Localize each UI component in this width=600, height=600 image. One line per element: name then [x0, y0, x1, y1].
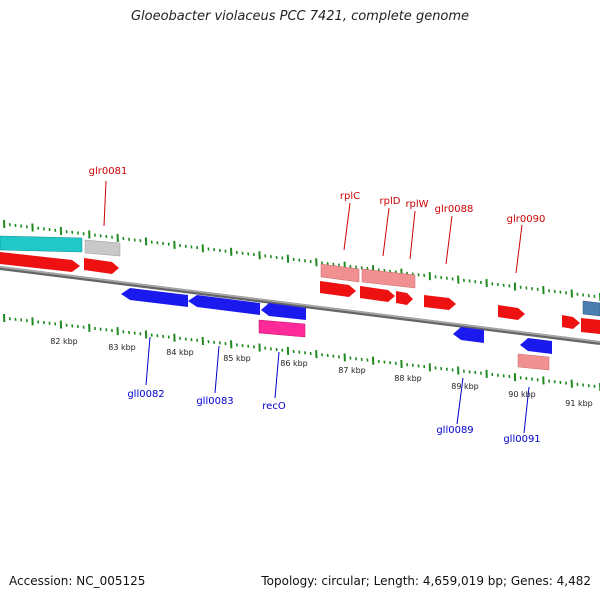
gray-feature	[84, 239, 121, 257]
lower-tick-track	[3, 313, 600, 392]
forward-cds	[0, 252, 80, 272]
kbp-labels: 82 kbp 83 kbp 84 kbp 85 kbp 86 kbp 87 kb…	[50, 337, 593, 408]
forward-cds	[424, 295, 456, 310]
forward-cds	[320, 281, 356, 297]
gene-label-gll0091: gll0091	[503, 434, 540, 445]
page-title: Gloeobacter violaceus PCC 7421, complete…	[130, 9, 470, 24]
gene-label-glr0088: glr0088	[435, 204, 474, 215]
gene-label-gll0083: gll0083	[196, 396, 233, 407]
gene-label-gll0089: gll0089	[436, 425, 473, 436]
gene-label-glr0081: glr0081	[89, 166, 128, 177]
leader-lines	[103, 180, 530, 434]
rrna-feature-rplD	[361, 268, 416, 289]
leader-rplW	[409, 210, 416, 260]
forward-cds	[360, 286, 395, 302]
leader-gll0083	[214, 345, 220, 394]
kbp-label: 87 kbp	[338, 366, 366, 375]
forward-cds	[396, 291, 413, 305]
reverse-cds	[188, 295, 260, 315]
feature-row-lower-inner	[258, 319, 550, 371]
gene-label-rplD: rplD	[380, 196, 401, 207]
leader-glr0088	[445, 215, 453, 265]
forward-cds	[498, 305, 525, 320]
leader-rplC	[343, 202, 351, 251]
forward-cds-row	[0, 252, 600, 334]
leader-gll0091	[523, 386, 530, 434]
forward-cds	[84, 258, 119, 274]
genome-backbone-highlight	[0, 266, 600, 343]
forward-cds	[581, 318, 600, 334]
rrna-feature-rplC	[320, 263, 360, 283]
gene-label-glr0090: glr0090	[507, 214, 546, 225]
steelblue-feature	[582, 300, 600, 317]
cyan-feature	[0, 235, 83, 253]
kbp-label: 90 kbp	[508, 390, 536, 399]
leader-glr0090	[515, 224, 523, 274]
kbp-label: 88 kbp	[394, 374, 422, 383]
leader-recO	[274, 351, 280, 399]
leader-glr0081	[103, 180, 107, 227]
leader-gll0089	[456, 377, 464, 425]
kbp-label: 89 kbp	[451, 382, 479, 391]
trna-feature-recO	[258, 319, 306, 338]
kbp-label: 83 kbp	[108, 343, 136, 352]
gene-label-gll0082: gll0082	[127, 389, 164, 400]
reverse-cds	[453, 327, 484, 343]
leader-rplD	[382, 207, 390, 257]
kbp-label: 82 kbp	[50, 337, 78, 346]
gene-label-rplC: rplC	[340, 191, 360, 202]
forward-cds	[562, 315, 580, 329]
genome-backbone	[0, 266, 600, 345]
gene-label-recO: recO	[262, 401, 286, 412]
gene-label-rplW: rplW	[405, 199, 428, 210]
kbp-label: 91 kbp	[565, 399, 593, 408]
kbp-label: 86 kbp	[280, 359, 308, 368]
accession-label: Accession: NC_005125	[9, 574, 146, 588]
rrna-feature	[517, 353, 550, 371]
kbp-label: 84 kbp	[166, 348, 194, 357]
kbp-label: 85 kbp	[223, 354, 251, 363]
reverse-cds	[121, 288, 188, 307]
reverse-cds	[261, 303, 306, 320]
reverse-cds-row	[121, 288, 552, 354]
reverse-cds	[520, 338, 552, 354]
genome-stats-label: Topology: circular; Length: 4,659,019 bp…	[261, 574, 591, 588]
leader-gll0082	[145, 336, 151, 386]
feature-row-upper-outer	[0, 235, 600, 317]
gene-labels: glr0081 rplC rplD rplW glr0088 glr0090 g…	[89, 166, 546, 445]
